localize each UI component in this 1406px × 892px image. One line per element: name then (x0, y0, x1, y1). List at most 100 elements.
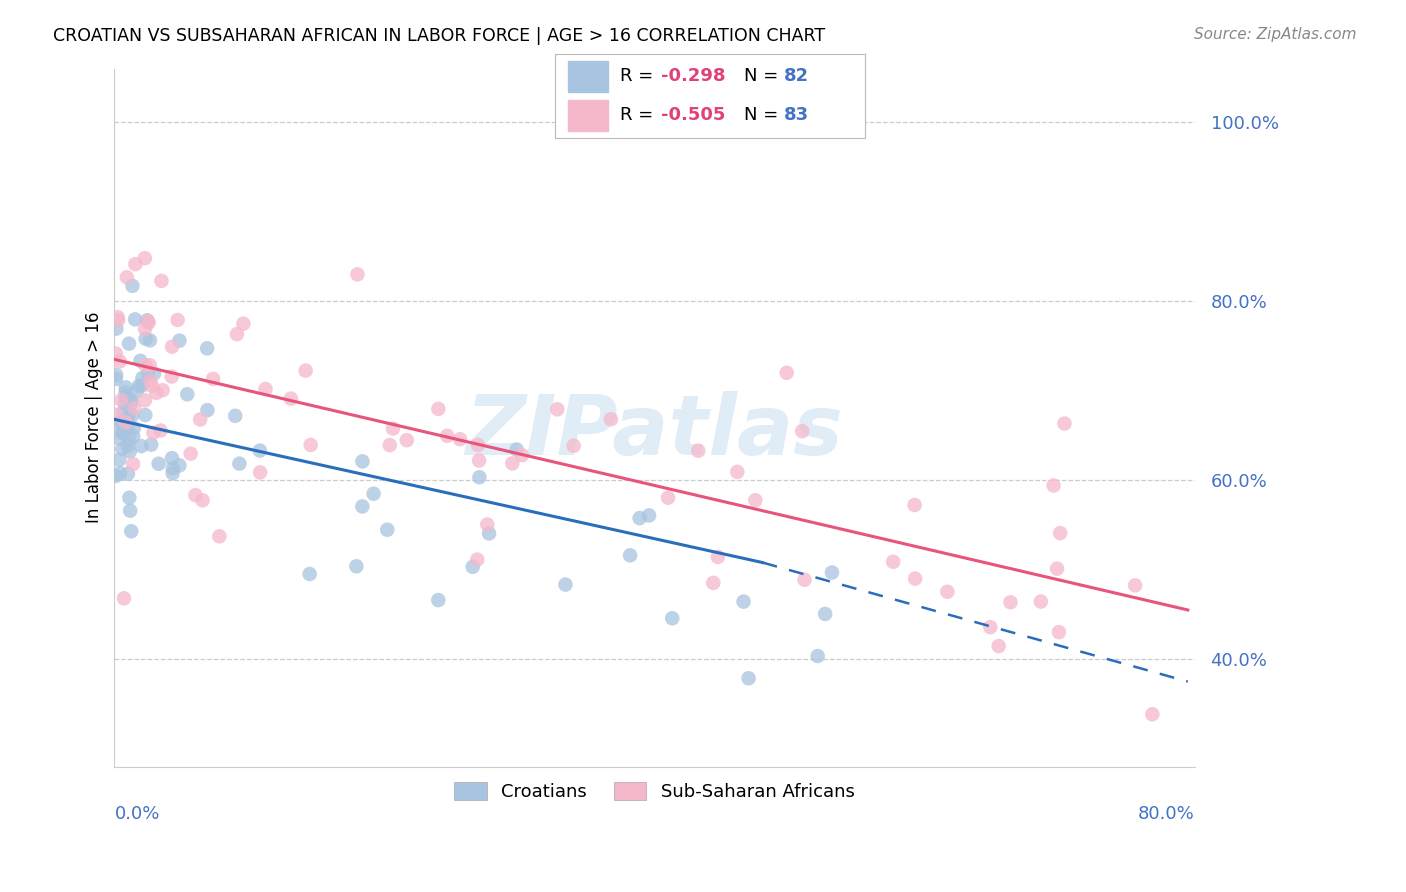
Point (793, 573, 815, 587)
Point (208, 529, 231, 543)
Point (108, 466, 131, 480)
Point (118, 491, 141, 505)
Point (121, 278, 143, 293)
Point (118, 433, 141, 447)
Point (148, 457, 170, 471)
Point (1042, 478, 1064, 492)
Point (141, 379, 163, 393)
Point (150, 274, 173, 288)
Point (134, 393, 156, 408)
Point (395, 433, 418, 447)
Bar (568, 62, 607, 92)
Point (110, 415, 132, 429)
Point (1123, 578, 1146, 592)
Point (628, 511, 651, 525)
Point (139, 358, 162, 372)
Point (162, 461, 184, 475)
Point (1053, 417, 1076, 431)
Point (121, 409, 143, 423)
Point (554, 577, 576, 591)
Point (136, 314, 159, 328)
Point (136, 313, 159, 327)
Point (142, 425, 165, 440)
Point (114, 380, 136, 394)
Point (195, 342, 218, 356)
Text: R =: R = (620, 106, 659, 124)
Point (125, 384, 148, 398)
Point (143, 367, 166, 381)
Point (138, 316, 160, 330)
Point (160, 369, 183, 384)
Point (118, 336, 141, 351)
Text: N =: N = (744, 106, 785, 124)
Point (1047, 625, 1070, 640)
Point (352, 454, 374, 468)
Point (707, 549, 730, 564)
Point (134, 322, 156, 336)
Point (478, 526, 501, 541)
Text: 83: 83 (785, 106, 810, 124)
Point (1142, 707, 1164, 722)
Point (139, 334, 162, 348)
Text: ZIPatlas: ZIPatlas (465, 391, 844, 472)
Point (638, 508, 661, 523)
Point (254, 382, 277, 396)
Point (135, 332, 157, 346)
Point (117, 420, 139, 434)
Point (110, 432, 132, 446)
Point (904, 498, 927, 512)
Point (134, 251, 156, 265)
Point (427, 593, 450, 607)
Point (232, 317, 254, 331)
Point (120, 524, 142, 539)
Point (657, 491, 679, 505)
Point (149, 424, 172, 438)
Point (160, 451, 183, 466)
Point (702, 575, 724, 590)
Point (117, 439, 139, 453)
Point (600, 412, 623, 426)
Point (188, 412, 211, 426)
Point (1000, 595, 1022, 609)
Point (108, 354, 131, 368)
Point (122, 457, 145, 471)
Point (180, 447, 202, 461)
Text: R =: R = (620, 68, 659, 86)
Point (792, 424, 814, 438)
Point (117, 409, 139, 423)
Point (987, 639, 1010, 653)
Point (169, 458, 191, 473)
Point (299, 438, 322, 452)
Point (546, 402, 568, 417)
Point (465, 552, 488, 566)
Point (436, 429, 458, 443)
Point (346, 268, 368, 282)
Point (104, 372, 127, 386)
Point (725, 465, 748, 479)
Point (1046, 562, 1069, 576)
Point (111, 425, 134, 440)
Point (124, 312, 146, 326)
Point (118, 444, 141, 458)
Point (449, 432, 471, 446)
Point (807, 649, 830, 664)
Point (122, 429, 145, 443)
Text: N =: N = (744, 68, 785, 86)
Point (468, 453, 491, 467)
Point (661, 611, 683, 625)
Point (112, 591, 135, 606)
Point (280, 392, 302, 406)
Text: Source: ZipAtlas.com: Source: ZipAtlas.com (1194, 27, 1357, 42)
Point (110, 392, 132, 407)
Point (344, 559, 367, 574)
Point (197, 403, 219, 417)
Point (111, 442, 134, 456)
Point (114, 391, 136, 405)
Point (477, 517, 499, 532)
Point (184, 488, 207, 502)
Point (575, 120, 598, 134)
Point (228, 457, 250, 471)
Point (1049, 526, 1071, 541)
Point (105, 368, 128, 382)
Point (191, 493, 214, 508)
